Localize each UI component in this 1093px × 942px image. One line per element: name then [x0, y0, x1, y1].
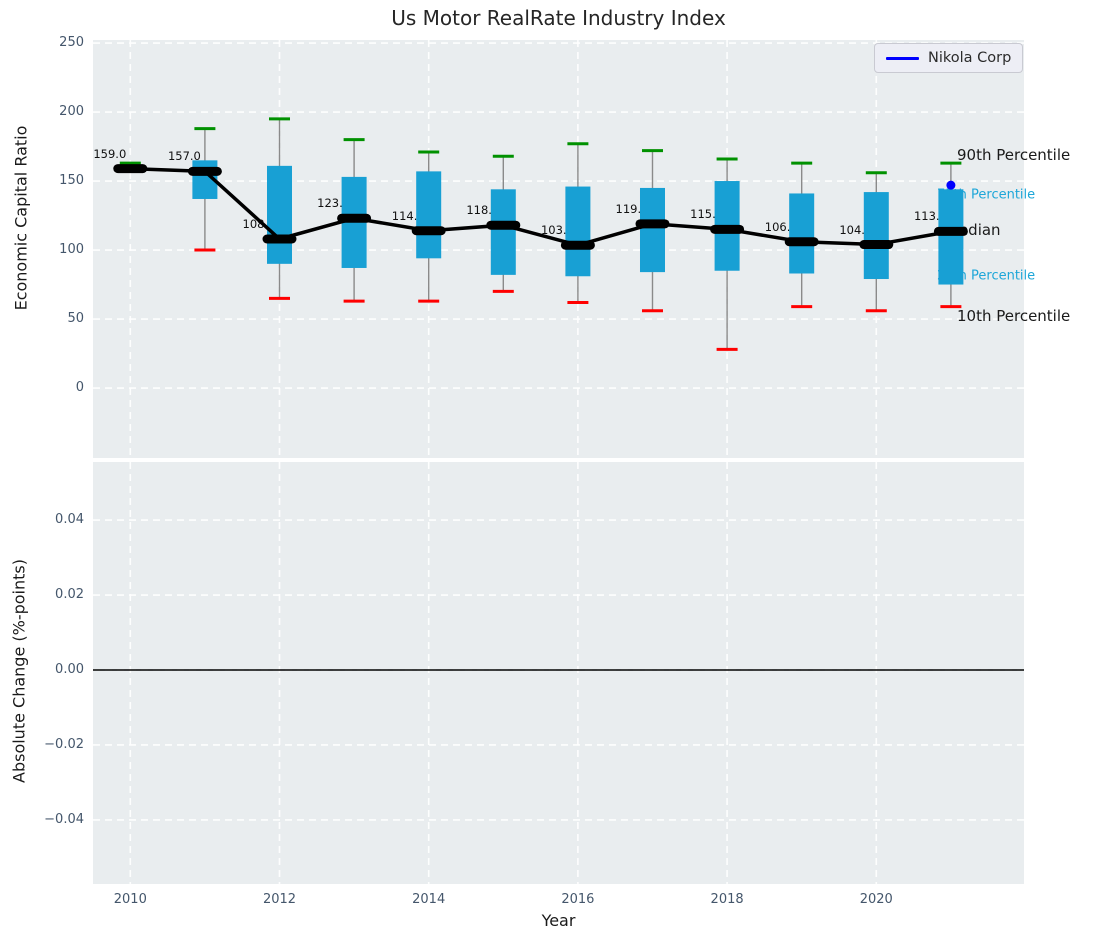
y-tick-label: 50	[67, 311, 84, 327]
y-tick-label: 150	[59, 173, 84, 189]
y-tick-label: 0.04	[55, 512, 84, 528]
x-tick-label: 2014	[412, 892, 446, 907]
bottom-y-axis-label: Absolute Change (%-points)	[9, 559, 29, 783]
y-tick-label: 0	[75, 380, 84, 396]
x-tick-label: 2016	[561, 892, 595, 907]
top-y-axis-label: Economic Capital Ratio	[11, 125, 31, 311]
legend-line-swatch-icon	[886, 56, 919, 60]
top-plot-area	[93, 40, 1024, 458]
x-tick-label: 2020	[859, 892, 893, 907]
x-tick-label: 2018	[710, 892, 744, 907]
chart-title: Us Motor RealRate Industry Index	[391, 6, 726, 30]
y-tick-label: 0.00	[55, 662, 84, 677]
x-tick-label: 2012	[262, 892, 297, 907]
y-tick-label: −0.04	[44, 811, 84, 827]
x-tick-label: 2010	[113, 892, 147, 907]
legend: Nikola Corp	[874, 43, 1024, 73]
bottom-plot-area	[93, 462, 1024, 884]
x-axis-label: Year	[541, 911, 576, 930]
y-tick-label: −0.02	[44, 736, 84, 752]
y-tick-label: 0.02	[55, 587, 84, 603]
y-tick-label: 200	[59, 104, 84, 120]
legend-label: Nikola Corp	[928, 50, 1012, 66]
y-tick-label: 100	[59, 242, 84, 258]
y-tick-label: 250	[59, 35, 84, 51]
